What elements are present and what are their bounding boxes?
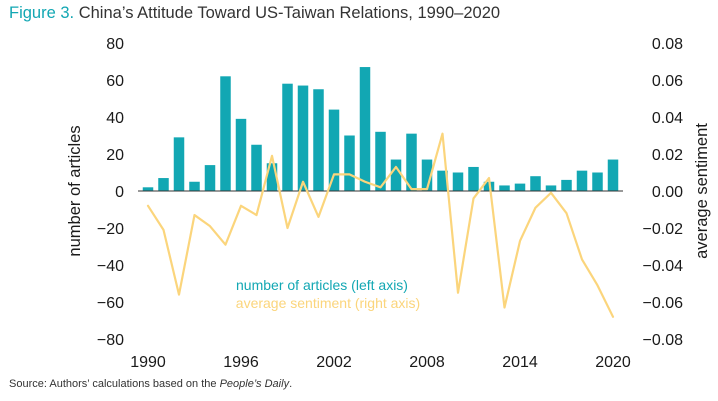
x-tick-label: 2014 (502, 354, 538, 371)
right-tick-label: −0.06 (643, 295, 684, 312)
figure-label: Figure 3. (9, 4, 75, 22)
x-tick-label: 2020 (595, 354, 631, 371)
left-tick-label: −60 (97, 295, 124, 312)
title-text: China’s Attitude Toward US-Taiwan Relati… (78, 4, 501, 22)
bar-2010 (452, 172, 464, 191)
source-prefix: Source: Authors’ calculations based on t… (9, 378, 220, 390)
x-tick-label: 2002 (316, 354, 352, 371)
x-tick-label: 1996 (223, 354, 259, 371)
bar-2004 (359, 67, 371, 191)
left-tick-label: 80 (106, 36, 124, 53)
bar-2011 (468, 166, 479, 191)
right-tick-label: −0.04 (643, 258, 684, 275)
bar-2005 (375, 131, 386, 191)
bar-1998 (266, 163, 278, 191)
bar-2007 (406, 133, 417, 191)
legend-sentiment: average sentiment (right axis) (236, 295, 420, 311)
x-tick-label: 2008 (409, 354, 445, 371)
x-tick-label: 1990 (130, 354, 166, 371)
right-tick-label: 0.08 (652, 36, 683, 53)
bar-2017 (561, 179, 572, 191)
bar-2002 (328, 109, 340, 191)
bar-2016 (545, 185, 557, 191)
bar-2020 (607, 159, 619, 191)
bar-1994 (204, 165, 216, 191)
left-tick-label: 0 (115, 184, 124, 201)
right-tick-label: 0.06 (652, 73, 683, 90)
legend-articles: number of articles (left axis) (236, 277, 408, 293)
bar-2000 (297, 85, 309, 191)
bar-2018 (576, 170, 588, 191)
right-tick-label: 0.00 (652, 184, 683, 201)
right-tick-label: −0.02 (643, 221, 684, 238)
bars-group (142, 67, 619, 191)
left-tick-label: 60 (106, 73, 124, 90)
left-axis-title: number of articles (66, 125, 84, 256)
bar-1999 (282, 83, 293, 191)
bar-2008 (421, 159, 433, 191)
left-tick-label: 40 (106, 110, 124, 127)
bar-2019 (592, 172, 603, 191)
chart-title: Figure 3. China’s Attitude Toward US-Tai… (9, 4, 500, 23)
sentiment-line (146, 132, 615, 318)
bar-1991 (158, 178, 169, 191)
bar-2015 (530, 176, 541, 191)
bar-2014 (514, 183, 526, 191)
right-tick-label: 0.02 (652, 147, 683, 164)
left-tick-label: −20 (97, 221, 124, 238)
x-axis-ticks: 1990 1996 2002 2008 2014 2020 (130, 354, 631, 371)
right-axis-ticks: 0.08 0.06 0.04 0.02 0.00 −0.02 −0.04 −0.06 −0.08 (643, 36, 684, 349)
left-axis-ticks: 80 60 40 20 0 −20 −40 −60 −80 (97, 36, 124, 349)
right-axis-title: average sentiment (693, 123, 711, 259)
left-tick-label: −40 (97, 258, 124, 275)
bar-1996 (235, 118, 247, 191)
bar-2003 (344, 135, 355, 191)
source-note: Source: Authors’ calculations based on t… (9, 378, 292, 390)
bar-2009 (437, 170, 448, 191)
source-suffix: . (289, 378, 293, 390)
right-tick-label: 0.04 (652, 110, 683, 127)
source-publication: People’s Daily (219, 378, 290, 390)
bar-1990 (142, 187, 154, 191)
bar-2001 (313, 89, 324, 191)
bar-1995 (220, 76, 231, 191)
bar-2013 (499, 185, 510, 191)
bar-2006 (390, 159, 402, 191)
left-tick-label: −80 (97, 332, 124, 349)
left-tick-label: 20 (106, 147, 124, 164)
bar-1993 (189, 181, 200, 191)
right-tick-label: −0.08 (643, 332, 684, 349)
bar-1992 (173, 137, 185, 191)
bar-1997 (251, 144, 262, 191)
